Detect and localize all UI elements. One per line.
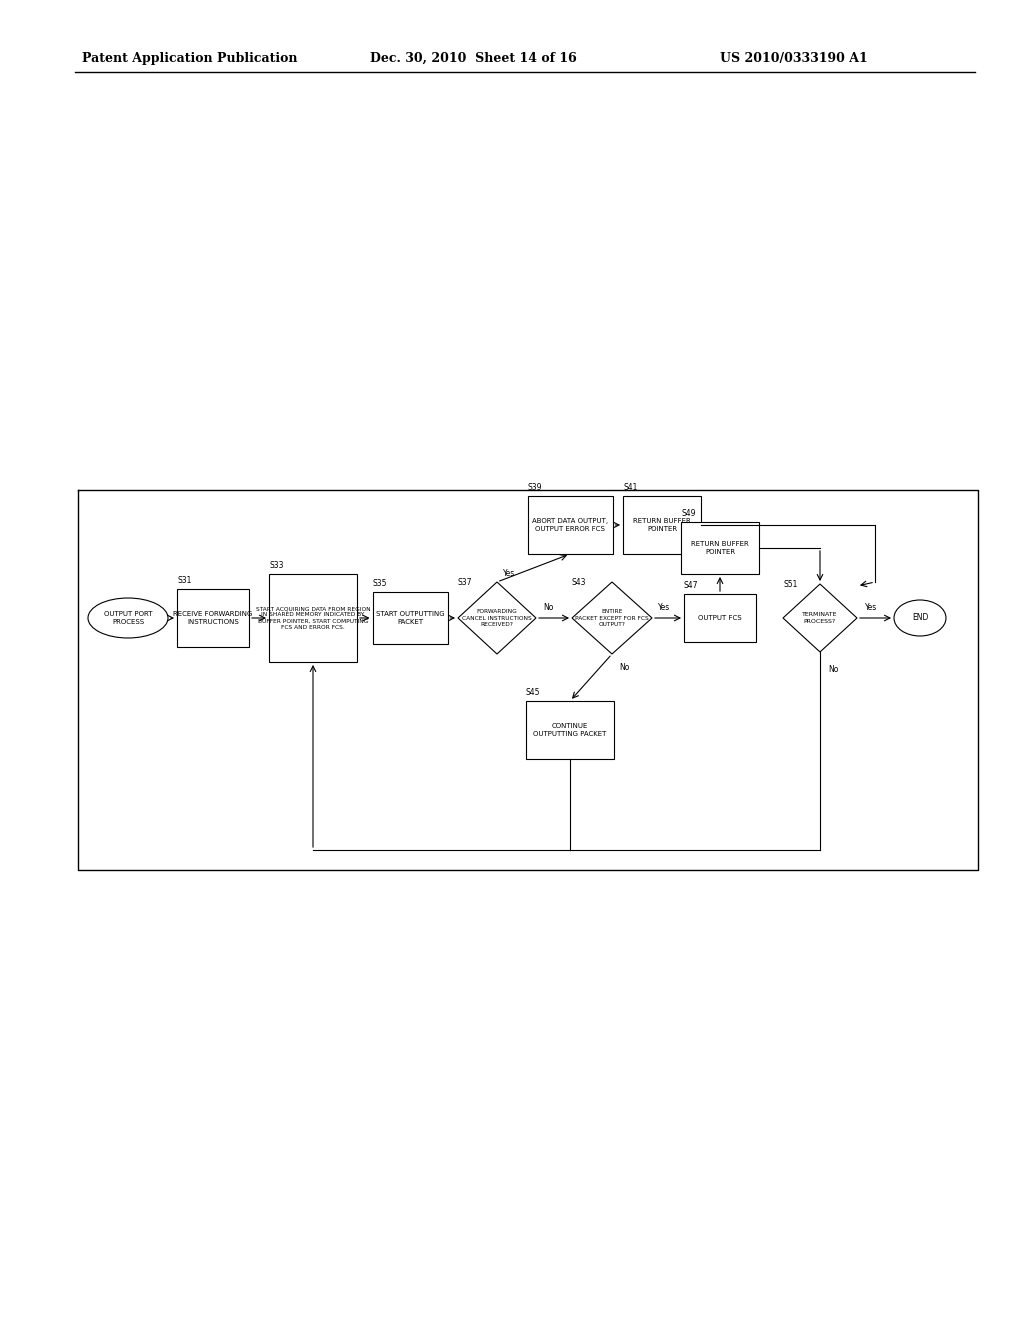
Text: CONTINUE
OUTPUTTING PACKET: CONTINUE OUTPUTTING PACKET <box>534 723 606 737</box>
Text: S51: S51 <box>783 579 798 589</box>
Text: ABORT DATA OUTPUT,
OUTPUT ERROR FCS: ABORT DATA OUTPUT, OUTPUT ERROR FCS <box>531 519 608 532</box>
Text: RETURN BUFFER
POINTER: RETURN BUFFER POINTER <box>633 519 691 532</box>
Bar <box>269 574 357 663</box>
Polygon shape <box>458 582 536 653</box>
Text: No: No <box>618 664 629 672</box>
Text: Dec. 30, 2010  Sheet 14 of 16: Dec. 30, 2010 Sheet 14 of 16 <box>370 51 577 65</box>
Ellipse shape <box>894 601 946 636</box>
Ellipse shape <box>88 598 168 638</box>
Text: FIG.14: FIG.14 <box>98 610 154 626</box>
Polygon shape <box>572 582 652 653</box>
Polygon shape <box>783 583 857 652</box>
Text: S37: S37 <box>458 578 472 587</box>
Text: S39: S39 <box>527 483 542 492</box>
Text: END: END <box>911 614 928 623</box>
Text: Yes: Yes <box>503 569 515 578</box>
Text: S45: S45 <box>526 688 541 697</box>
Bar <box>177 589 249 647</box>
Text: S35: S35 <box>373 579 387 587</box>
Text: US 2010/0333190 A1: US 2010/0333190 A1 <box>720 51 867 65</box>
Bar <box>373 591 447 644</box>
Text: S33: S33 <box>269 561 284 570</box>
Text: RETURN BUFFER
POINTER: RETURN BUFFER POINTER <box>691 541 749 554</box>
Text: START OUTPUTTING
PACKET: START OUTPUTTING PACKET <box>376 611 444 624</box>
Bar <box>681 521 759 574</box>
Text: No: No <box>543 603 553 612</box>
Text: Yes: Yes <box>657 603 670 612</box>
Bar <box>684 594 756 642</box>
Bar <box>623 496 701 554</box>
Bar <box>526 701 614 759</box>
Bar <box>527 496 612 554</box>
Text: S31: S31 <box>177 576 191 585</box>
Text: FORWARDING
CANCEL INSTRUCTIONS
RECEIVED?: FORWARDING CANCEL INSTRUCTIONS RECEIVED? <box>462 610 531 627</box>
Text: S49: S49 <box>681 510 695 517</box>
Text: RECEIVE FORWARDING
INSTRUCTIONS: RECEIVE FORWARDING INSTRUCTIONS <box>173 611 253 624</box>
Text: Patent Application Publication: Patent Application Publication <box>82 51 298 65</box>
Text: ENTIRE
PACKET EXCEPT FOR FCS
OUTPUT?: ENTIRE PACKET EXCEPT FOR FCS OUTPUT? <box>575 610 649 627</box>
Text: TERMINATE
PROCESS?: TERMINATE PROCESS? <box>802 612 838 623</box>
Text: S47: S47 <box>684 581 698 590</box>
Text: S43: S43 <box>572 578 587 587</box>
Text: S41: S41 <box>623 483 637 492</box>
Text: OUTPUT PORT
PROCESS: OUTPUT PORT PROCESS <box>103 611 153 624</box>
Text: No: No <box>828 665 839 675</box>
Text: Yes: Yes <box>865 603 878 612</box>
Text: START ACQUIRING DATA FROM REGION
IN SHARED MEMORY INDICATED BY
BUFFER POINTER, S: START ACQUIRING DATA FROM REGION IN SHAR… <box>256 606 371 630</box>
Text: OUTPUT FCS: OUTPUT FCS <box>698 615 741 620</box>
